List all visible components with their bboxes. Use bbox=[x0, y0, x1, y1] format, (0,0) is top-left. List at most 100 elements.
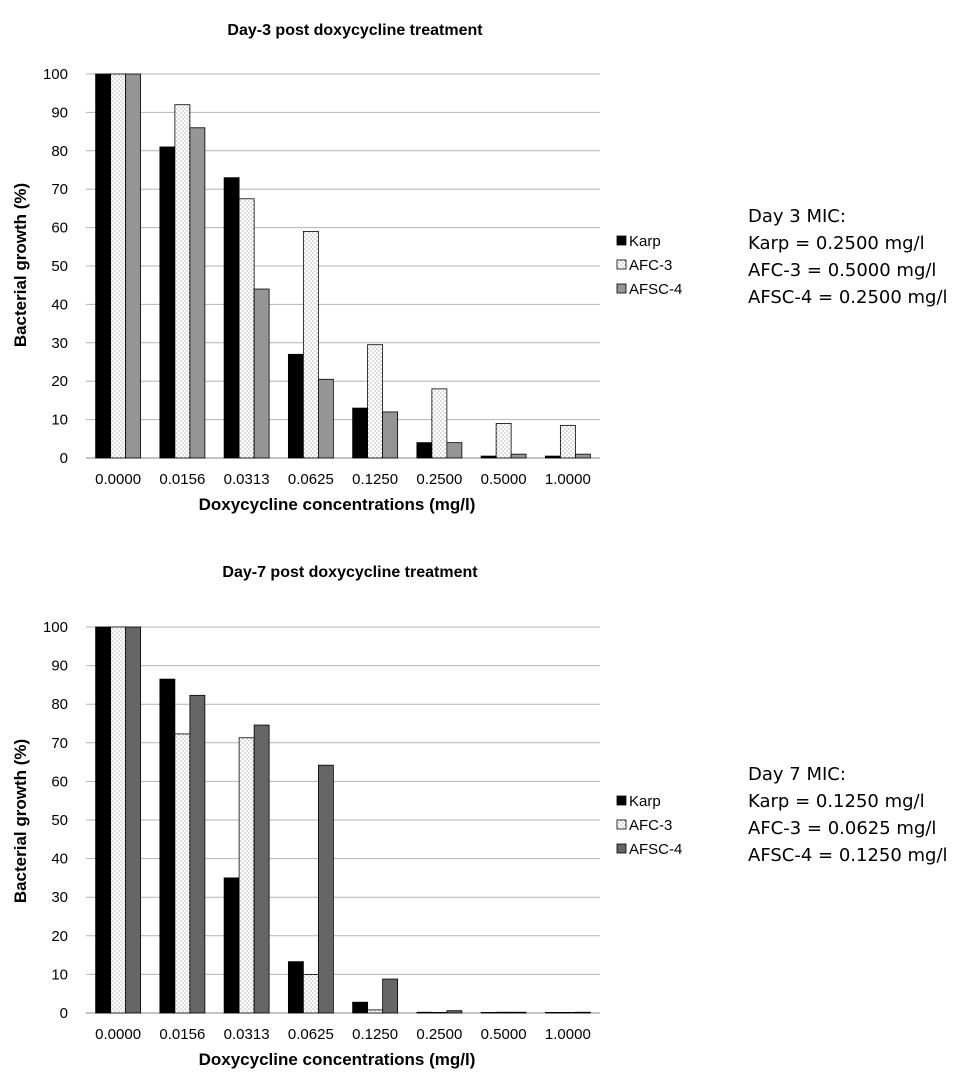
y-axis-label: Bacterial growth (%) bbox=[11, 739, 30, 903]
x-tick-label: 0.0000 bbox=[95, 471, 141, 488]
y-tick-label: 80 bbox=[51, 143, 68, 160]
bar-afc-3-0.1250 bbox=[367, 1009, 384, 1014]
y-tick-label: 40 bbox=[51, 851, 68, 868]
legend-swatch-afsc-4 bbox=[616, 283, 627, 294]
chart-title: Day-7 post doxycycline treatment bbox=[222, 564, 478, 581]
y-tick-label: 70 bbox=[51, 181, 68, 198]
y-tick-label: 10 bbox=[51, 412, 68, 429]
bar-afc-3-0.5000 bbox=[495, 423, 512, 459]
y-tick-label: 40 bbox=[51, 296, 68, 313]
bar-karp-0.0313 bbox=[223, 177, 240, 459]
bar-karp-0.1250 bbox=[352, 1001, 369, 1014]
mic-annotation: Day 3 MIC: Karp = 0.2500 mg/l AFC-3 = 0.50… bbox=[748, 206, 948, 308]
bar-karp-1.0000 bbox=[544, 455, 561, 459]
bar-karp-0.0156 bbox=[159, 146, 176, 459]
x-tick-label: 0.0625 bbox=[288, 471, 334, 488]
mic-annotation-line: AFSC-4 = 0.1250 mg/l bbox=[748, 845, 948, 866]
legend-swatch-afsc-4 bbox=[616, 843, 627, 854]
bar-afc-3-0.0313 bbox=[238, 198, 255, 459]
x-tick-label: 0.0156 bbox=[159, 471, 205, 488]
bar-afsc-4-0.5000 bbox=[510, 1011, 527, 1014]
bar-afc-3-0.5000 bbox=[495, 1011, 512, 1014]
bar-afc-3-1.0000 bbox=[559, 424, 576, 459]
legend-swatch-karp bbox=[616, 235, 627, 246]
x-tick-label: 0.5000 bbox=[481, 471, 527, 488]
y-tick-label: 100 bbox=[43, 66, 68, 83]
bar-karp-0.0000 bbox=[95, 73, 112, 459]
legend-label-afsc-4: AFSC-4 bbox=[629, 841, 682, 858]
mic-annotation-line: Karp = 0.1250 mg/l bbox=[748, 791, 925, 812]
mic-annotation: Day 7 MIC: Karp = 0.1250 mg/l AFC-3 = 0.06… bbox=[748, 764, 948, 866]
mic-annotation-line: Day 7 MIC: bbox=[748, 764, 846, 785]
day7-chart: Day-7 post doxycycline treatment Bacteri… bbox=[11, 564, 948, 1069]
bar-afsc-4-1.0000 bbox=[574, 1011, 591, 1014]
chart-title: Day-3 post doxycycline treatment bbox=[227, 22, 483, 39]
mic-annotation-line: Day 3 MIC: bbox=[748, 206, 846, 227]
x-axis-label: Doxycycline concentrations (mg/l) bbox=[199, 1050, 476, 1069]
bar-karp-0.2500 bbox=[416, 1011, 433, 1014]
bar-afsc-4-0.2500 bbox=[446, 1010, 463, 1014]
bar-afc-3-0.0156 bbox=[174, 733, 191, 1014]
x-axis-label: Doxycycline concentrations (mg/l) bbox=[199, 495, 476, 514]
bar-afsc-4-0.0313 bbox=[253, 288, 270, 459]
bar-afsc-4-0.1250 bbox=[382, 411, 399, 459]
bar-karp-0.0313 bbox=[223, 877, 240, 1014]
x-tick-label: 0.1250 bbox=[352, 1026, 398, 1043]
bar-afc-3-0.0313 bbox=[238, 737, 255, 1014]
x-tick-label: 1.0000 bbox=[545, 1026, 591, 1043]
bar-afc-3-0.0625 bbox=[302, 231, 319, 459]
bar-karp-0.5000 bbox=[480, 455, 497, 459]
bar-afsc-4-0.2500 bbox=[446, 442, 463, 459]
legend-swatch-karp bbox=[616, 795, 627, 806]
x-tick-label: 0.0313 bbox=[224, 1026, 270, 1043]
y-tick-label: 60 bbox=[51, 773, 68, 790]
y-tick-label: 50 bbox=[51, 812, 68, 829]
x-tick-label: 0.5000 bbox=[481, 1026, 527, 1043]
y-tick-label: 30 bbox=[51, 335, 68, 352]
mic-annotation-line: AFC-3 = 0.5000 mg/l bbox=[748, 260, 936, 281]
legend: Karp AFC-3 AFSC-4 bbox=[616, 233, 682, 298]
bar-afc-3-0.0625 bbox=[302, 974, 319, 1014]
x-tick-label: 0.1250 bbox=[352, 471, 398, 488]
bar-karp-0.0625 bbox=[287, 353, 304, 459]
bar-karp-0.0156 bbox=[159, 678, 176, 1014]
bar-afsc-4-0.0156 bbox=[189, 694, 206, 1014]
bar-afc-3-0.2500 bbox=[431, 388, 448, 459]
bar-karp-0.0625 bbox=[287, 961, 304, 1014]
x-tick-label: 0.2500 bbox=[416, 471, 462, 488]
y-tick-label: 30 bbox=[51, 889, 68, 906]
bar-afc-3-1.0000 bbox=[559, 1012, 576, 1014]
legend-swatch-afc-3 bbox=[616, 819, 627, 830]
legend-label-karp: Karp bbox=[629, 793, 661, 810]
legend-label-karp: Karp bbox=[629, 233, 661, 250]
mic-annotation-line: AFC-3 = 0.0625 mg/l bbox=[748, 818, 936, 839]
x-tick-label: 0.0313 bbox=[224, 471, 270, 488]
legend-label-afc-3: AFC-3 bbox=[629, 257, 672, 274]
bar-afsc-4-0.0625 bbox=[317, 378, 334, 459]
y-axis-label: Bacterial growth (%) bbox=[11, 183, 30, 347]
bar-afsc-4-0.1250 bbox=[382, 978, 399, 1014]
y-tick-label: 90 bbox=[51, 104, 68, 121]
y-tick-label: 20 bbox=[51, 928, 68, 945]
x-tick-label: 0.0156 bbox=[159, 1026, 205, 1043]
bar-afsc-4-1.0000 bbox=[574, 453, 591, 459]
y-tick-label: 70 bbox=[51, 735, 68, 752]
bar-karp-0.5000 bbox=[480, 1012, 497, 1014]
bar-afc-3-0.2500 bbox=[431, 1012, 448, 1014]
bar-karp-1.0000 bbox=[544, 1012, 561, 1014]
bar-afsc-4-0.0000 bbox=[125, 73, 142, 459]
bar-afc-3-0.1250 bbox=[367, 344, 384, 459]
y-tick-label: 80 bbox=[51, 696, 68, 713]
legend-label-afsc-4: AFSC-4 bbox=[629, 281, 682, 298]
mic-annotation-line: Karp = 0.2500 mg/l bbox=[748, 233, 925, 254]
y-tick-label: 50 bbox=[51, 258, 68, 275]
y-tick-label: 90 bbox=[51, 658, 68, 675]
x-tick-label: 0.2500 bbox=[416, 1026, 462, 1043]
y-tick-label: 0 bbox=[60, 450, 68, 467]
y-tick-label: 60 bbox=[51, 220, 68, 237]
day3-chart: Day-3 post doxycycline treatment Bacteri… bbox=[11, 22, 948, 514]
bar-karp-0.2500 bbox=[416, 442, 433, 459]
y-tick-label: 100 bbox=[43, 619, 68, 636]
bar-karp-0.1250 bbox=[352, 407, 369, 459]
